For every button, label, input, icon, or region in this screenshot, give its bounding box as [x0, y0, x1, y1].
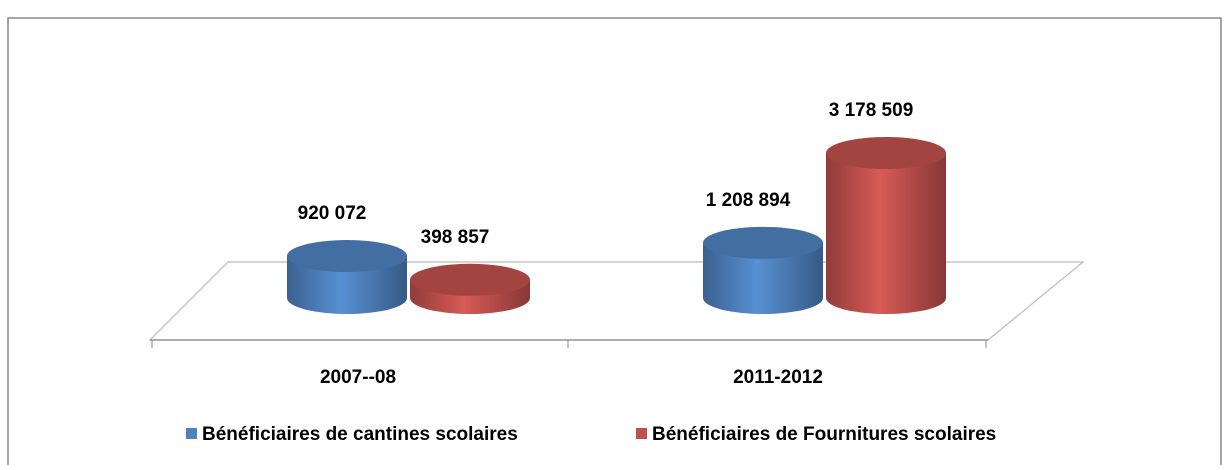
cylinder-body	[287, 256, 407, 314]
legend-swatch	[636, 428, 647, 439]
cylinder-top	[410, 263, 530, 296]
legend-label: Bénéficiaires de cantines scolaires	[202, 424, 518, 445]
cylinder	[410, 263, 530, 314]
data-label: 920 072	[298, 203, 367, 224]
data-label: 1 208 894	[706, 190, 791, 211]
cylinder-body	[703, 242, 823, 314]
cylinder	[703, 226, 823, 314]
legend-label: Bénéficiaires de Fournitures scolaires	[652, 424, 996, 445]
chart-frame	[7, 17, 1222, 469]
x-tick-label: 2007--08	[320, 367, 396, 388]
cylinder-body	[826, 153, 946, 314]
cylinder-top	[287, 240, 407, 273]
legend-swatch	[186, 428, 197, 439]
cylinder-top	[703, 226, 823, 259]
data-label: 3 178 509	[829, 100, 914, 121]
cylinder	[287, 240, 407, 314]
x-tick-label: 2011-2012	[733, 367, 823, 388]
cylinder	[826, 137, 946, 314]
data-label: 398 857	[421, 227, 490, 248]
cylinder-top	[826, 137, 946, 169]
